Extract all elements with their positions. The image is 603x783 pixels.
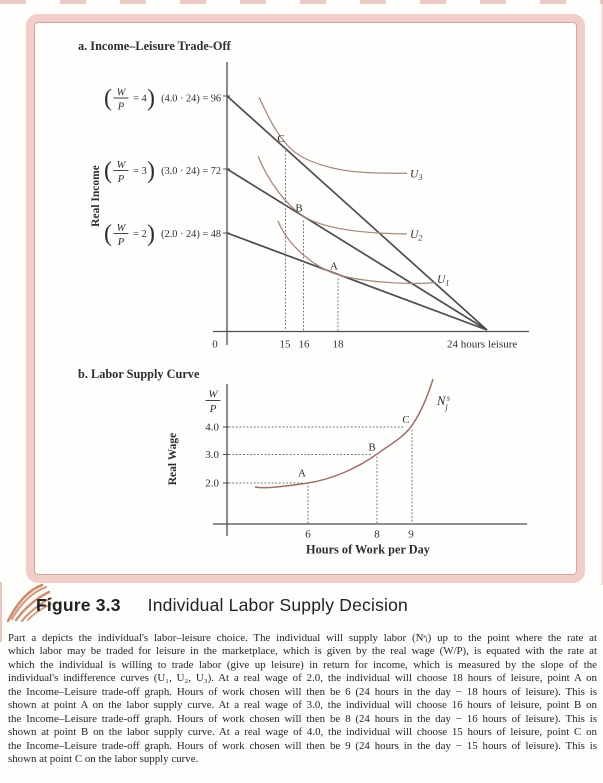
tick-0: 0 <box>212 339 218 351</box>
budget-line-wage-3 <box>226 168 488 331</box>
wage-label-4: ( W P = 4 ) (4.0 · 24) = 96 <box>104 86 221 113</box>
wage-label-2: ( W P = 2 ) (2.0 · 24) = 48 <box>104 221 221 248</box>
paren-open: ( <box>104 86 112 112</box>
labor-supply-curve <box>254 378 434 489</box>
ytick-3-0: 3.0 <box>205 449 219 461</box>
figure-title: Individual Labor Supply Decision <box>147 595 408 615</box>
tick-16: 16 <box>299 339 311 351</box>
flourish-icon <box>6 583 53 623</box>
tick-18: 18 <box>333 339 345 351</box>
figure-frame <box>26 14 585 583</box>
wage-label-3: ( W P = 3 ) (3.0 · 24) = 72 <box>104 158 221 185</box>
paren-close: ) <box>147 221 155 247</box>
xtick-6: 6 <box>305 529 311 541</box>
caption-line: which the individual is willing to trade… <box>8 658 597 671</box>
graph-b: b. Labor Supply Curve Real Wage W P <box>78 367 527 557</box>
caption-header: Figure 3.3 Individual Labor Supply Decis… <box>36 595 408 616</box>
graph-b-title: b. Labor Supply Curve <box>78 367 200 381</box>
graph-b-x-axis-title: Hours of Work per Day <box>306 543 431 557</box>
graph-b-wp-fraction: W P <box>205 389 221 415</box>
point-label-c: C <box>277 133 284 145</box>
figure-label: Figure 3.3 <box>36 595 121 615</box>
page-edge-artifact-right <box>601 0 603 585</box>
caption-line: individual's indifference curves (U₁, U₂… <box>8 672 597 685</box>
frac-denominator: P <box>117 102 125 113</box>
frac-equals: = 2 <box>133 229 147 240</box>
caption-line: shown at point A on the labor supply cur… <box>8 699 597 712</box>
budget-line-wage-2 <box>226 232 488 331</box>
page-edge-artifact-top <box>0 0 603 4</box>
indifference-curve-u2 <box>257 155 408 235</box>
frac-numerator: W <box>117 88 127 99</box>
frac-numerator: W <box>117 223 127 234</box>
ytick-4-0: 4.0 <box>205 422 219 434</box>
indifference-curve-u3 <box>258 96 408 174</box>
indifference-curve-u1 <box>277 220 437 284</box>
graph-a-title: a. Income–Leisure Trade-Off <box>78 39 232 53</box>
paren-open: ( <box>104 221 112 247</box>
point-label-a: A <box>298 468 306 480</box>
tick-24-hours-leisure: 24 hours leisure <box>447 339 517 351</box>
graph-a: a. Income–Leisure Trade-Off Real Income <box>78 39 529 351</box>
point-label-a: A <box>330 261 338 273</box>
point-label-c: C <box>402 414 409 426</box>
wage-product: (4.0 · 24) = 96 <box>161 94 221 105</box>
budget-line-wage-4 <box>226 95 488 331</box>
caption-line: shown at point C on the labor supply cur… <box>8 753 199 766</box>
ytick-2-0: 2.0 <box>205 478 219 490</box>
caption-line: Part a depicts the individual's labor–le… <box>8 632 597 644</box>
graph-a-y-axis-label: Real Income <box>90 165 102 227</box>
paren-open: ( <box>104 158 112 184</box>
xtick-8: 8 <box>374 529 380 541</box>
frac-denominator: P <box>117 174 125 185</box>
wage-product: (2.0 · 24) = 48 <box>161 229 221 240</box>
paren-close: ) <box>147 86 155 112</box>
caption-line: which labor may be traded for leisure in… <box>8 645 597 658</box>
frac-equals: = 4 <box>133 94 148 105</box>
frac-numerator: W <box>117 160 127 171</box>
caption-body: Part a depicts the individual's labor–le… <box>8 632 597 767</box>
xtick-9: 9 <box>408 529 414 541</box>
caption-line: shown at point B on the labor supply cur… <box>8 726 597 739</box>
tick-15: 15 <box>280 339 292 351</box>
frac-denominator: P <box>117 237 125 248</box>
caption-line: the Income–Leisure trade-off graph. Hour… <box>8 685 597 698</box>
page-edge-artifact-left <box>0 582 2 642</box>
caption-line: the Income–Leisure trade-off graph. Hour… <box>8 712 597 725</box>
point-label-b: B <box>295 203 302 215</box>
frac-numerator: W <box>208 389 218 401</box>
frac-equals: = 3 <box>133 166 147 177</box>
u3-label: U3 <box>410 169 422 183</box>
point-label-b: B <box>368 442 375 454</box>
paren-close: ) <box>147 158 155 184</box>
frac-denominator: P <box>209 403 217 415</box>
graph-b-y-axis-label: Real Wage <box>167 433 179 486</box>
u2-label: U2 <box>410 229 422 243</box>
wage-product: (3.0 · 24) = 72 <box>161 166 221 177</box>
caption-line: the Income–Leisure trade-off graph. Hour… <box>8 739 597 752</box>
u1-label: U1 <box>437 274 449 288</box>
